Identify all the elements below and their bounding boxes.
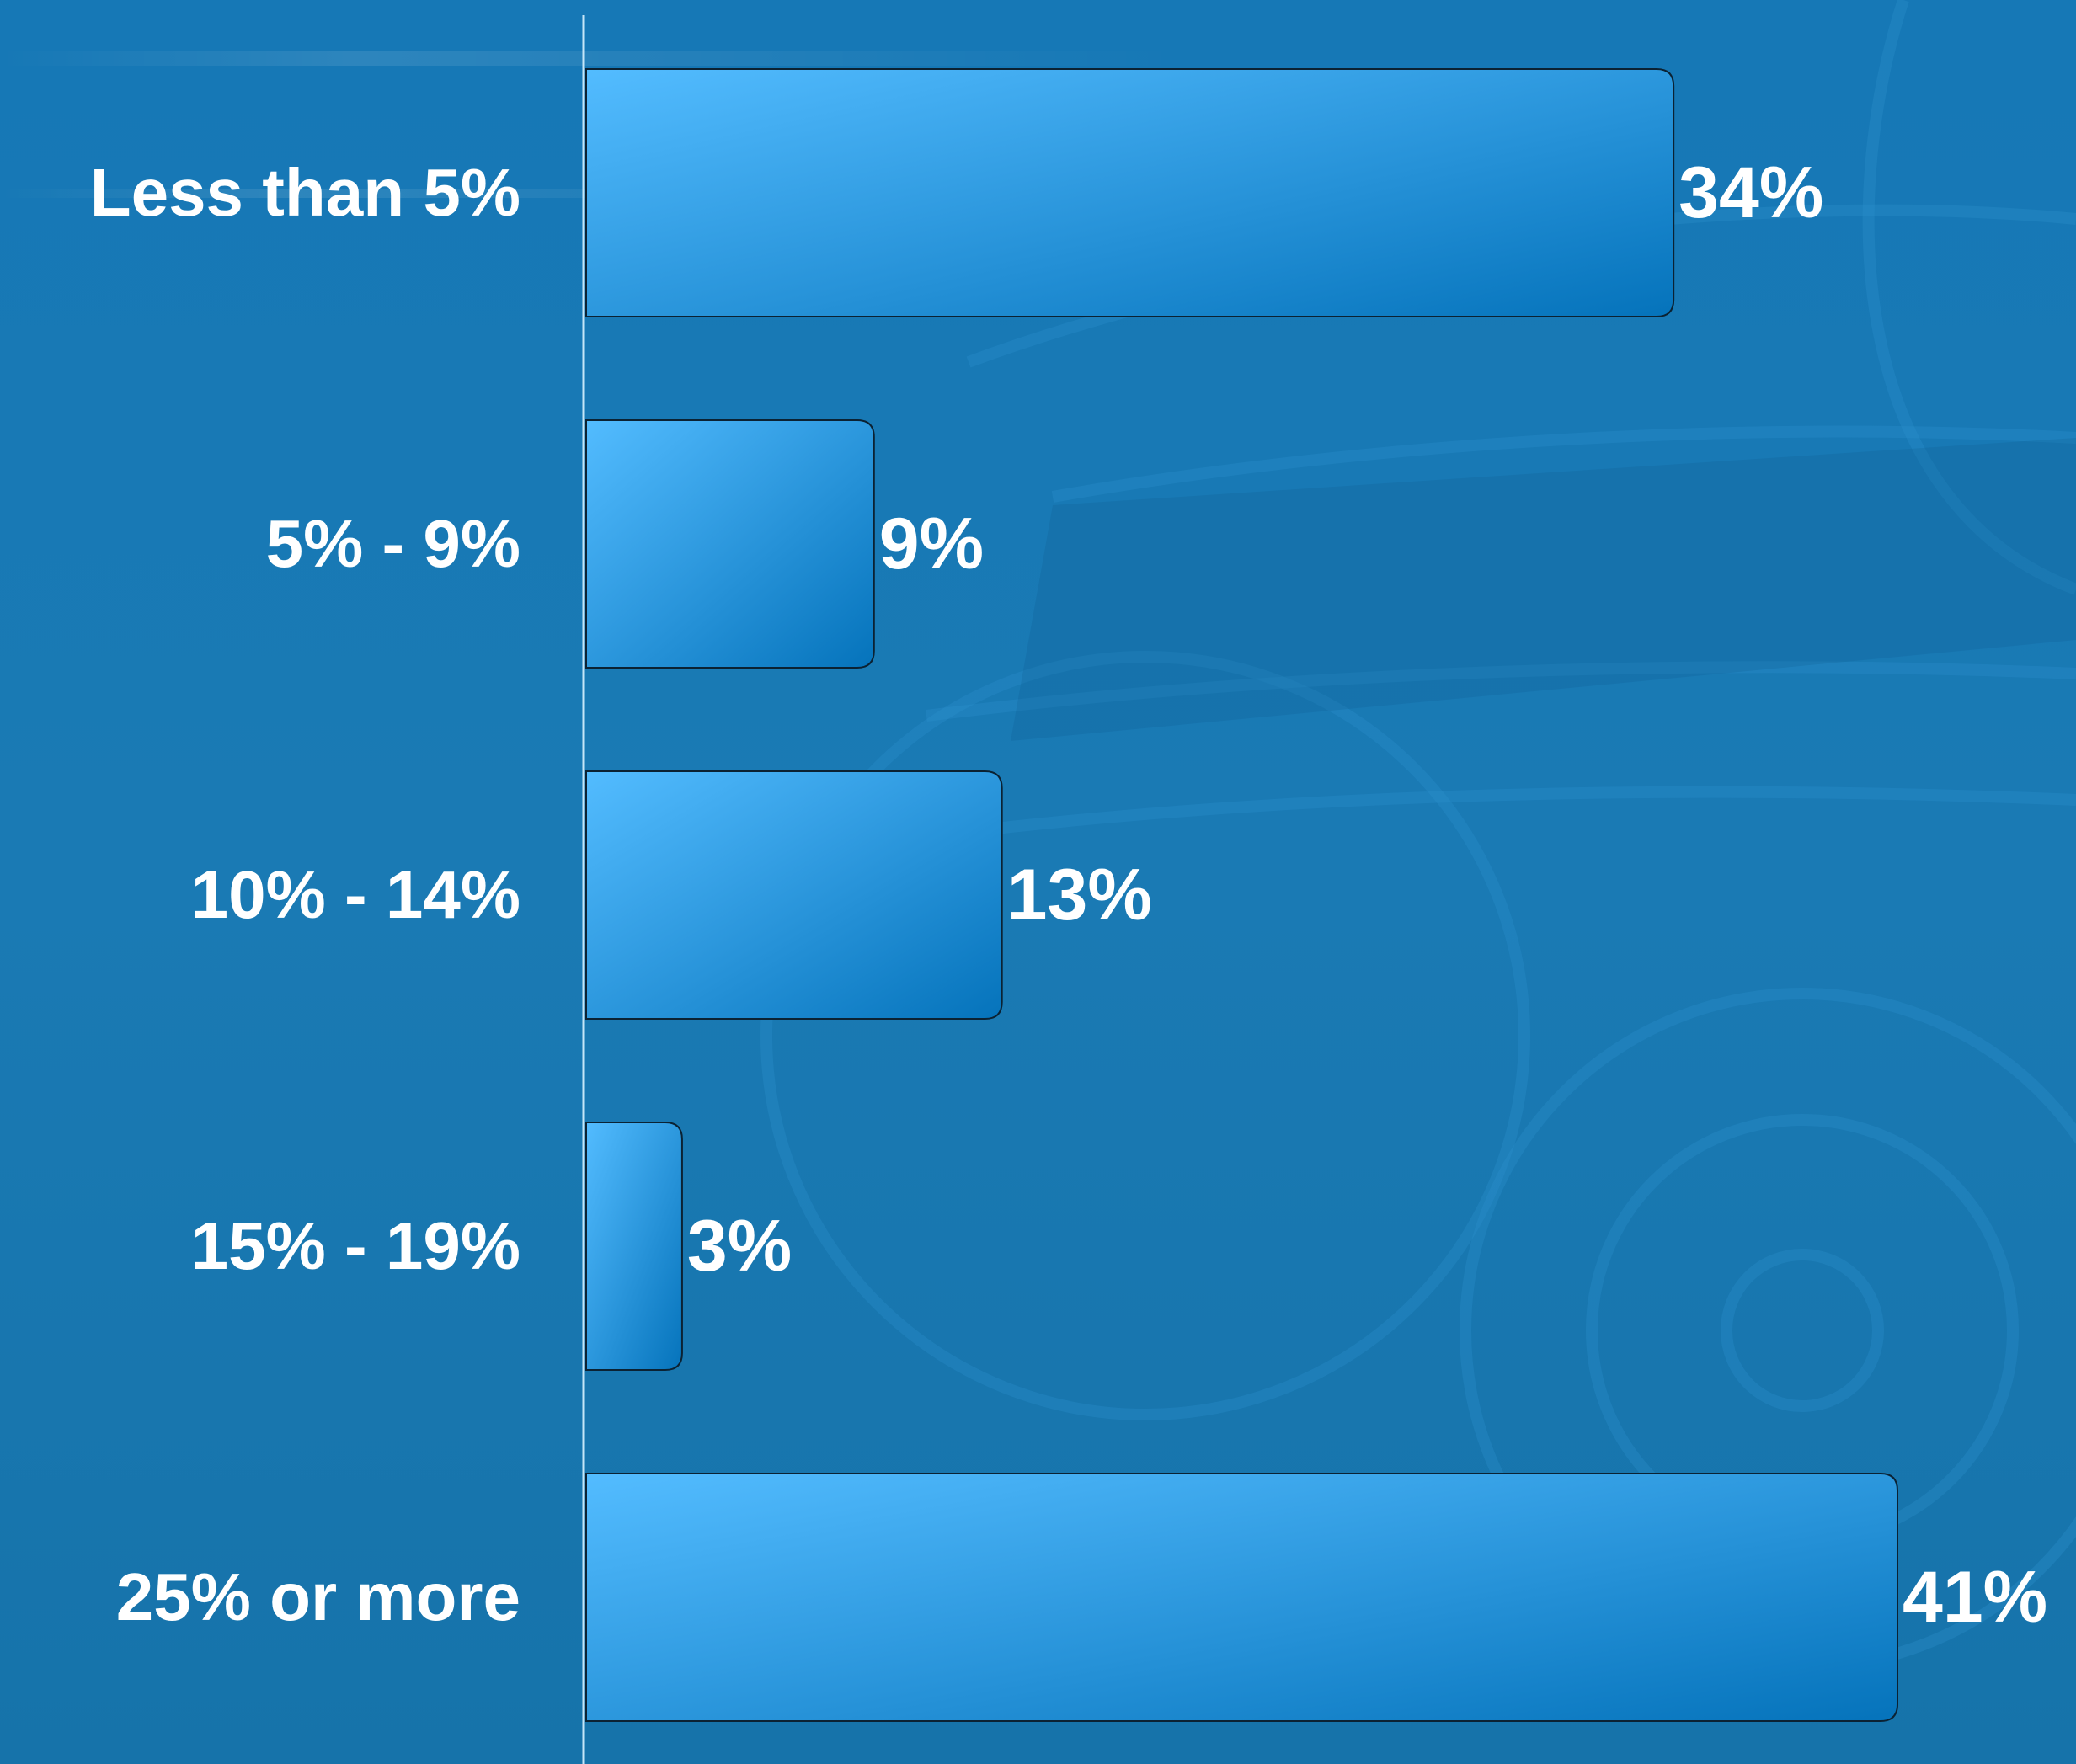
category-label-4: 25% or more <box>116 1559 520 1634</box>
value-labels-group: 34% 9% 13% 3% 41% <box>687 152 2047 1638</box>
category-labels-group: Less than 5% 5% - 9% 10% - 14% 15% - 19% 25%… <box>90 155 520 1634</box>
bar-4 <box>585 1473 1898 1722</box>
bar-2 <box>585 770 1003 1020</box>
value-label-4: 41% <box>1903 1557 2047 1638</box>
value-label-2: 13% <box>1007 855 1152 935</box>
bar-1 <box>585 419 875 669</box>
category-label-2: 10% - 14% <box>191 857 520 932</box>
category-label-3: 15% - 19% <box>191 1208 520 1283</box>
category-label-0: Less than 5% <box>90 155 520 230</box>
bars-group <box>585 68 1898 1722</box>
category-label-1: 5% - 9% <box>266 506 520 581</box>
bar-3 <box>585 1122 683 1371</box>
bar-0 <box>585 68 1675 317</box>
value-label-1: 9% <box>879 504 984 584</box>
value-label-0: 34% <box>1678 152 1823 233</box>
value-label-3: 3% <box>687 1206 792 1287</box>
